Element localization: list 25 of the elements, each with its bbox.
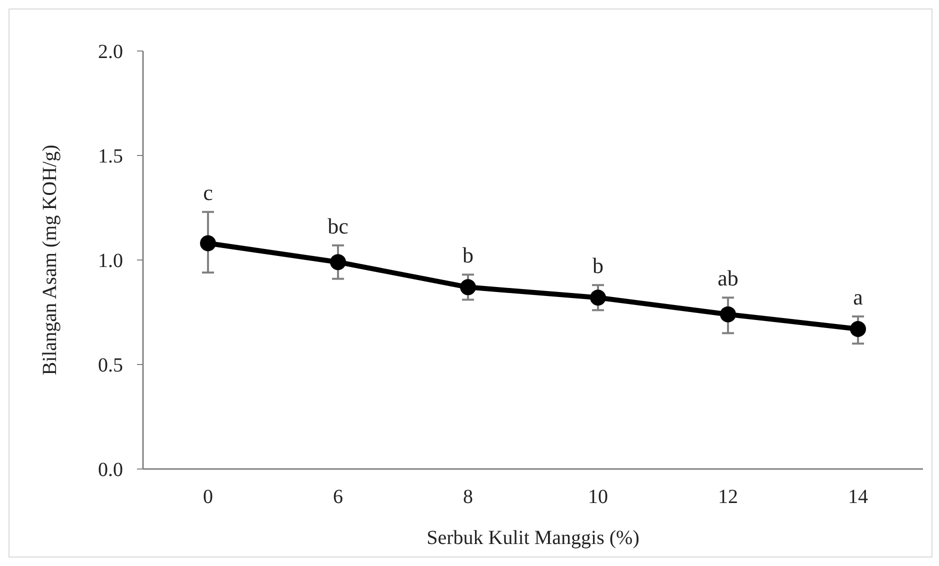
x-tick-label: 10 [588,486,608,508]
annotation: b [592,253,604,278]
y-tick-label: 2.0 [98,41,123,63]
point [200,235,216,252]
y-tick-label: 1.5 [98,146,123,168]
x-tick-label: 8 [463,486,473,508]
y-tick-label: 1.0 [98,250,123,272]
annotation: b [462,242,474,268]
y-tick-label: 0.0 [98,459,123,481]
x-tick-label: 0 [203,486,213,508]
point [460,279,476,296]
point [330,254,346,270]
point [720,306,736,322]
point [850,320,866,337]
annotation: a [853,284,864,310]
annotation: c [203,180,214,205]
y-axis-title: Bilangan Asam (mg KOH/g) [39,144,61,376]
annotation: ab [718,266,738,291]
y-tick-label: 0.5 [98,354,123,376]
x-axis-title: Serbuk Kulit Manggis (%) [426,527,640,549]
annotation: bc [328,213,349,238]
point [590,290,606,306]
x-tick-label: 14 [848,486,868,508]
x-tick-label: 6 [333,486,343,508]
x-tick-label: 12 [718,486,738,508]
